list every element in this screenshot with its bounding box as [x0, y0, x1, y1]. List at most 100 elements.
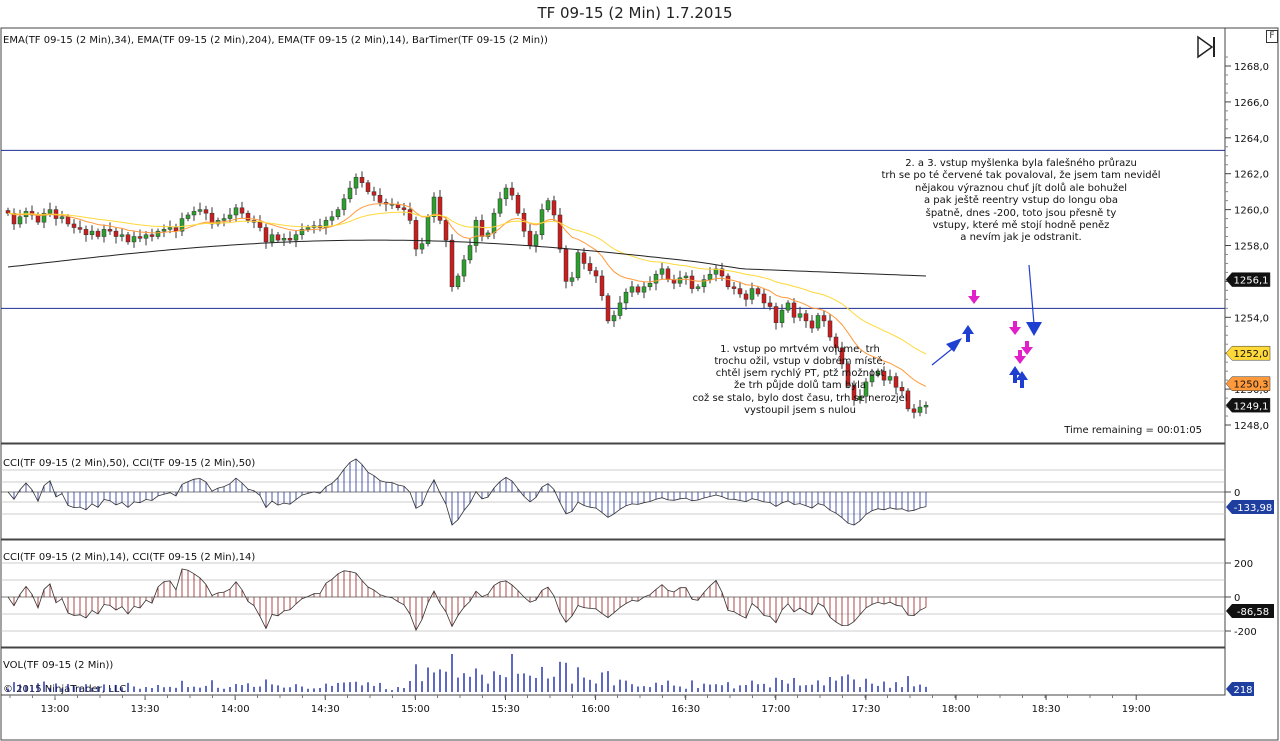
- candle: [275, 232, 281, 243]
- candle-body: [143, 234, 149, 239]
- time-tick-label: 16:00: [581, 704, 610, 715]
- candle-body: [11, 212, 17, 225]
- price-badge-text: 1256,1: [1234, 276, 1269, 287]
- candle-body: [659, 268, 665, 275]
- candle: [815, 312, 821, 331]
- volume-badge-text: 218: [1233, 685, 1252, 696]
- candle-body: [737, 288, 743, 295]
- price-badge-text: 1252,0: [1234, 349, 1269, 360]
- cci14-tick-label: -200: [1234, 627, 1257, 638]
- price-badge-text: 1250,3: [1234, 380, 1269, 391]
- cci14-panel-label: CCI(TF 09-15 (2 Min),14), CCI(TF 09-15 (…: [3, 552, 255, 563]
- candle: [491, 208, 497, 239]
- candle-body: [257, 221, 263, 228]
- candle: [839, 341, 845, 369]
- candle: [605, 293, 611, 324]
- candle: [599, 270, 605, 301]
- candle: [263, 223, 269, 249]
- candle-body: [683, 275, 689, 279]
- candle-body: [863, 381, 869, 397]
- time-tick-label: 15:00: [401, 704, 430, 715]
- candle-body: [599, 275, 605, 297]
- candle-body: [809, 320, 815, 329]
- candle-body: [707, 273, 713, 280]
- price-tick-label: 1264,0: [1234, 134, 1269, 145]
- candle-body: [917, 406, 923, 413]
- candle: [395, 201, 401, 211]
- candle-body: [857, 396, 863, 401]
- candle-body: [167, 227, 173, 230]
- candle: [569, 271, 575, 287]
- candle-body: [515, 194, 521, 214]
- candle-body: [119, 234, 125, 237]
- candle-body: [227, 214, 233, 219]
- candle: [179, 212, 185, 236]
- candle-body: [869, 374, 875, 383]
- candle-body: [437, 196, 443, 221]
- candle-body: [197, 209, 203, 212]
- candle: [509, 182, 515, 201]
- candle-body: [83, 229, 89, 235]
- price-tick-label: 1266,0: [1234, 98, 1269, 109]
- candle-body: [557, 214, 563, 250]
- cci50-panel-label: CCI(TF 09-15 (2 Min),50), CCI(TF 09-15 (…: [3, 458, 255, 469]
- price-tick-label: 1258,0: [1234, 242, 1269, 253]
- price-tick-label: 1260,0: [1234, 206, 1269, 217]
- candle-body: [791, 302, 797, 318]
- candle: [437, 190, 443, 225]
- candle: [725, 273, 731, 290]
- candle: [833, 333, 839, 355]
- candle-body: [551, 200, 557, 216]
- candle: [347, 181, 353, 203]
- candle: [887, 369, 893, 384]
- buy-arrow-3: [1016, 371, 1028, 388]
- candle-body: [881, 370, 887, 381]
- volume-badge: 218: [1226, 682, 1254, 696]
- time-tick-label: 13:00: [41, 704, 70, 715]
- candle: [779, 304, 785, 328]
- candle: [221, 213, 227, 227]
- candle-body: [605, 295, 611, 322]
- candle-body: [533, 234, 539, 246]
- candle: [473, 216, 479, 253]
- candle: [797, 306, 803, 322]
- candle: [407, 202, 413, 225]
- candle-body: [719, 268, 725, 277]
- candle: [23, 207, 29, 224]
- cci50-axis: 0 -133,98: [1225, 488, 1274, 514]
- candlestick-series: [5, 171, 929, 419]
- candle: [89, 225, 95, 240]
- candle-body: [89, 230, 95, 235]
- candle: [425, 214, 431, 247]
- candle: [923, 401, 929, 415]
- candle-body: [893, 376, 899, 388]
- candle-body: [749, 288, 755, 300]
- candle-body: [839, 347, 845, 365]
- candle: [227, 207, 233, 223]
- candle: [305, 224, 311, 233]
- price-badge-shape: [1225, 376, 1271, 391]
- candle-body: [419, 243, 425, 250]
- candle-body: [329, 216, 335, 221]
- candle: [869, 368, 875, 387]
- candle-body: [467, 245, 473, 261]
- cci14-axis: 200 0 -200 -86,58: [1225, 559, 1274, 638]
- candle: [17, 209, 23, 228]
- candle-body: [905, 390, 911, 410]
- candle: [143, 230, 149, 246]
- scroll-to-end-icon[interactable]: [1197, 35, 1215, 59]
- candle: [59, 210, 65, 224]
- candle: [41, 208, 47, 229]
- candle-body: [203, 209, 209, 214]
- candle: [857, 389, 863, 404]
- candle-body: [785, 302, 791, 311]
- chart-title: TF 09-15 (2 Min) 1.7.2015: [537, 4, 733, 22]
- price-badge: 1249,1: [1225, 398, 1271, 413]
- price-tick-label: 1254,0: [1234, 313, 1269, 324]
- candle-body: [731, 286, 737, 289]
- candle: [917, 400, 923, 417]
- price-badges: 1256,1 1252,0 1250,3 1249,1: [1225, 272, 1271, 413]
- candle: [269, 228, 275, 247]
- buy-arrow-2: [1009, 366, 1021, 383]
